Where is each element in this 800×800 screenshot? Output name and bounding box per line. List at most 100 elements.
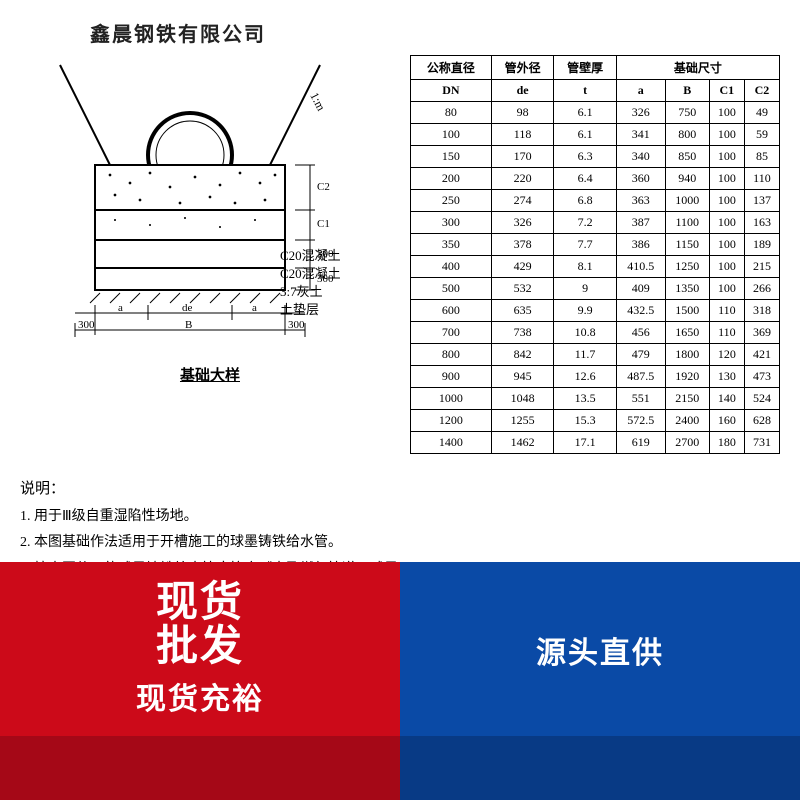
table-cell: 524: [744, 388, 779, 410]
table-cell: 6.1: [554, 102, 617, 124]
th-sub: t: [554, 80, 617, 102]
table-cell: 326: [491, 212, 554, 234]
table-cell: 318: [744, 300, 779, 322]
table-cell: 1400: [411, 432, 492, 454]
company-watermark: 鑫晨钢铁有限公司: [90, 18, 266, 47]
table-cell: 369: [744, 322, 779, 344]
table-cell: 15.3: [554, 410, 617, 432]
table-cell: 750: [665, 102, 709, 124]
th-dn: 公称直径: [411, 56, 492, 80]
table-cell: 409: [616, 278, 665, 300]
table-cell: 2700: [665, 432, 709, 454]
table-cell: 118: [491, 124, 554, 146]
table-cell: 1150: [665, 234, 709, 256]
leader-label-0: C20混凝土: [280, 245, 341, 264]
table-cell: 900: [411, 366, 492, 388]
table-cell: 1350: [665, 278, 709, 300]
table-cell: 160: [709, 410, 744, 432]
table-cell: 1000: [411, 388, 492, 410]
leader-label-3: 土垫层: [280, 299, 319, 318]
notes-title: 说明：: [20, 475, 400, 504]
table-cell: 140: [709, 388, 744, 410]
table-cell: 100: [709, 278, 744, 300]
table-cell: 532: [491, 278, 554, 300]
table-cell: 9: [554, 278, 617, 300]
table-row: 1400146217.16192700180731: [411, 432, 780, 454]
right-column: 公称直径 管外径 管壁厚 基础尺寸 DNdetaBC1C2 80986.1326…: [410, 55, 780, 610]
table-cell: 1255: [491, 410, 554, 432]
table-cell: 110: [709, 300, 744, 322]
table-cell: 11.7: [554, 344, 617, 366]
table-row: 80986.132675010049: [411, 102, 780, 124]
svg-text:300: 300: [78, 319, 95, 331]
diagram-title: 基础大样: [20, 364, 400, 385]
svg-text:300: 300: [288, 319, 305, 331]
table-cell: 6.8: [554, 190, 617, 212]
th-sub: de: [491, 80, 554, 102]
table-cell: 250: [411, 190, 492, 212]
table-cell: 800: [665, 124, 709, 146]
table-cell: 572.5: [616, 410, 665, 432]
table-row: 3003267.23871100100163: [411, 212, 780, 234]
table-cell: 800: [411, 344, 492, 366]
table-cell: 1200: [411, 410, 492, 432]
table-cell: 700: [411, 322, 492, 344]
table-cell: 215: [744, 256, 779, 278]
table-cell: 1462: [491, 432, 554, 454]
table-cell: 12.6: [554, 366, 617, 388]
table-cell: 130: [709, 366, 744, 388]
th-sub: B: [665, 80, 709, 102]
svg-text:a: a: [252, 302, 257, 314]
table-cell: 1920: [665, 366, 709, 388]
table-cell: 7.2: [554, 212, 617, 234]
slope-label: 1:m: [307, 90, 328, 114]
th-dims: 基础尺寸: [616, 56, 779, 80]
table-cell: 1500: [665, 300, 709, 322]
document-content: 1:m: [0, 0, 800, 610]
footer-fill: [0, 736, 800, 800]
table-cell: 635: [491, 300, 554, 322]
table-row: 2002206.4360940100110: [411, 168, 780, 190]
table-cell: 387: [616, 212, 665, 234]
table-cell: 180: [709, 432, 744, 454]
table-cell: 98: [491, 102, 554, 124]
table-cell: 731: [744, 432, 779, 454]
table-cell: 1650: [665, 322, 709, 344]
table-cell: 59: [744, 124, 779, 146]
table-cell: 110: [709, 322, 744, 344]
table-row: 80084211.74791800120421: [411, 344, 780, 366]
table-cell: 100: [709, 212, 744, 234]
table-cell: 363: [616, 190, 665, 212]
table-cell: 13.5: [554, 388, 617, 410]
table-cell: 100: [709, 256, 744, 278]
promo-banner: 现货批发现货充裕 源头直供: [0, 562, 800, 736]
table-cell: 2150: [665, 388, 709, 410]
table-cell: 487.5: [616, 366, 665, 388]
svg-text:a: a: [118, 302, 123, 314]
table-cell: 274: [491, 190, 554, 212]
table-cell: 432.5: [616, 300, 665, 322]
table-cell: 100: [709, 146, 744, 168]
table-row: 50053294091350100266: [411, 278, 780, 300]
svg-text:de: de: [182, 302, 193, 314]
table-cell: 350: [411, 234, 492, 256]
table-cell: 120: [709, 344, 744, 366]
table-cell: 456: [616, 322, 665, 344]
foundation-diagram: 1:m: [20, 55, 390, 355]
table-cell: 479: [616, 344, 665, 366]
table-cell: 49: [744, 102, 779, 124]
th-sub: DN: [411, 80, 492, 102]
leader-label-1: C20混凝土: [280, 263, 341, 282]
table-cell: 170: [491, 146, 554, 168]
table-cell: 421: [744, 344, 779, 366]
th-sub: a: [616, 80, 665, 102]
svg-text:C1: C1: [317, 218, 330, 230]
th-de: 管外径: [491, 56, 554, 80]
table-cell: 189: [744, 234, 779, 256]
table-cell: 110: [744, 168, 779, 190]
table-cell: 6.3: [554, 146, 617, 168]
table-cell: 100: [709, 234, 744, 256]
table-cell: 137: [744, 190, 779, 212]
table-cell: 1100: [665, 212, 709, 234]
table-cell: 340: [616, 146, 665, 168]
